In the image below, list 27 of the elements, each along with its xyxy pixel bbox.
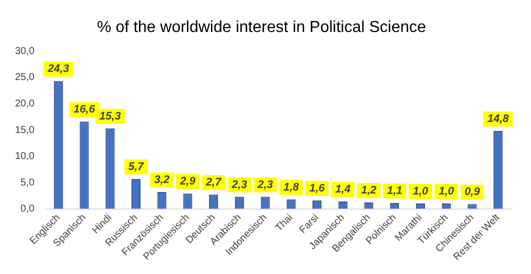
data-label: 15,3 xyxy=(99,110,121,122)
data-label: 0,9 xyxy=(464,186,481,198)
data-label: 3,2 xyxy=(154,174,170,186)
data-label: 16,6 xyxy=(74,104,96,116)
data-label: 24,3 xyxy=(46,63,70,76)
data-label: 1,0 xyxy=(412,186,430,198)
data-label: 1,0 xyxy=(438,186,455,198)
data-label: 2,3 xyxy=(256,178,273,191)
y-tick-label: 20,0 xyxy=(14,98,35,110)
data-label: 1,6 xyxy=(309,182,326,194)
data-label: 2,3 xyxy=(230,178,248,191)
y-tick-label: 25,0 xyxy=(14,72,35,84)
data-label: 14,8 xyxy=(487,113,510,126)
chart-title: % of the worldwide interest in Political Science xyxy=(96,19,426,36)
y-tick-label: 30,0 xyxy=(14,46,35,57)
data-label: 2,7 xyxy=(204,176,222,189)
data-label: 1,2 xyxy=(361,184,376,197)
data-label: 2,9 xyxy=(179,176,196,188)
x-tick-label: Thai xyxy=(274,212,296,234)
data-label: 1,4 xyxy=(335,183,351,196)
y-tick-label: 10,0 xyxy=(14,151,35,162)
y-tick-label: 15,0 xyxy=(14,124,35,136)
data-label: 1,8 xyxy=(284,181,300,194)
data-label: 1,1 xyxy=(386,185,402,198)
data-label: 5,7 xyxy=(128,160,145,173)
y-tick-label: 5,0 xyxy=(20,177,35,188)
y-tick-label: 0,0 xyxy=(20,204,35,215)
